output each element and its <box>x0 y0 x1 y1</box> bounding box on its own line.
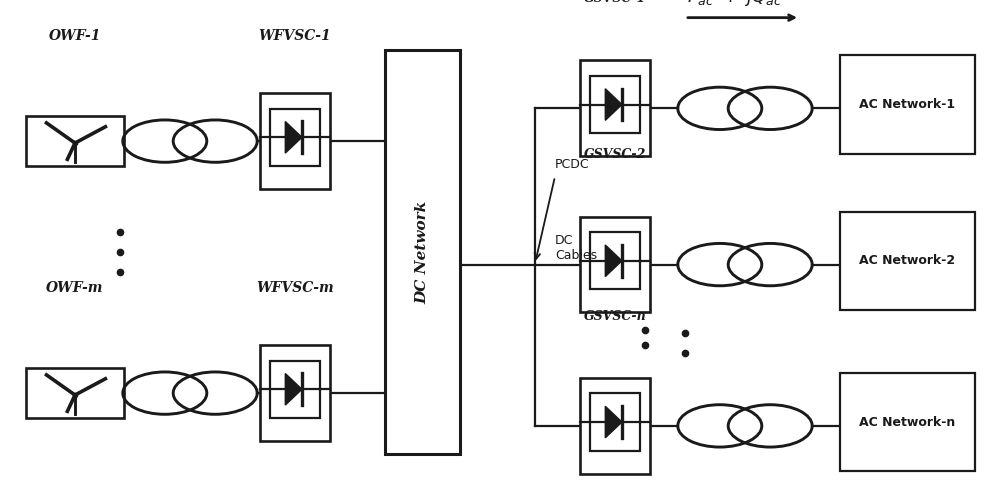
Bar <box>26 116 124 166</box>
Bar <box>840 212 975 310</box>
Polygon shape <box>285 373 302 405</box>
Polygon shape <box>605 89 622 120</box>
Text: PCDC: PCDC <box>555 158 590 171</box>
Bar <box>840 373 975 471</box>
Bar <box>840 55 975 154</box>
Bar <box>26 368 124 418</box>
Text: OWF-1: OWF-1 <box>49 29 101 43</box>
Text: GSVSC-2: GSVSC-2 <box>584 148 646 161</box>
Bar <box>590 393 640 451</box>
Bar <box>260 345 330 441</box>
Text: $\mathit{P}_{ac}\ +\ \mathit{j}\mathit{Q}_{ac}$: $\mathit{P}_{ac}\ +\ \mathit{j}\mathit{Q… <box>687 0 783 8</box>
Text: WFVSC-m: WFVSC-m <box>256 281 334 295</box>
Text: DC
Cables: DC Cables <box>555 234 597 263</box>
Bar <box>590 232 640 289</box>
Text: AC Network-1: AC Network-1 <box>859 98 956 111</box>
Text: AC Network-2: AC Network-2 <box>859 255 956 267</box>
Bar <box>270 108 320 166</box>
Text: GSVSC-1: GSVSC-1 <box>584 0 646 5</box>
Bar <box>580 217 650 312</box>
Text: OWF-m: OWF-m <box>46 281 104 295</box>
Polygon shape <box>605 245 622 277</box>
Text: DC Network: DC Network <box>416 201 430 303</box>
Bar <box>385 50 460 454</box>
Bar <box>270 360 320 418</box>
Bar <box>260 93 330 189</box>
Polygon shape <box>605 406 622 438</box>
Text: AC Network-n: AC Network-n <box>859 416 956 428</box>
Polygon shape <box>285 121 302 153</box>
Text: WFVSC-1: WFVSC-1 <box>259 29 331 43</box>
Bar <box>590 76 640 133</box>
Bar <box>580 378 650 474</box>
Bar <box>580 60 650 156</box>
Text: GSVSC-n: GSVSC-n <box>584 309 646 323</box>
